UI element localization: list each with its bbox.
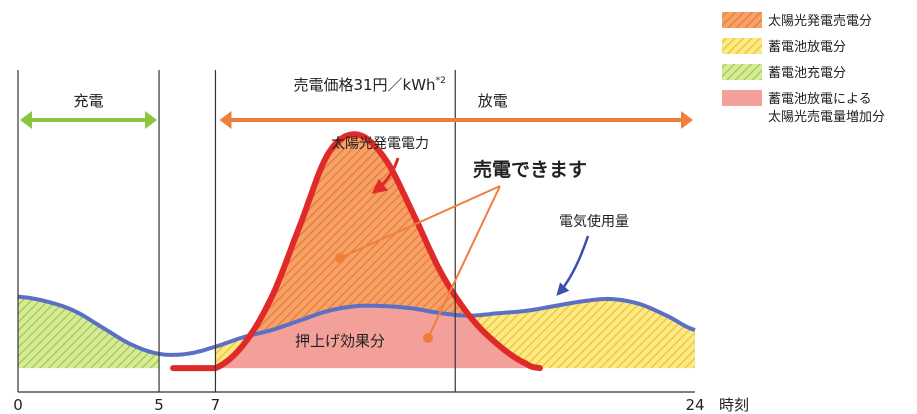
push-up-effect-area: [173, 305, 540, 369]
usage-line: [17, 294, 696, 357]
x-tick-label-1: 5: [154, 396, 164, 414]
x-tick-label-0: 0: [13, 396, 23, 414]
legend-item-3: 蓄電池放電による太陽光売電量増加分: [722, 90, 885, 125]
area-layer: [18, 134, 696, 369]
price-note: 売電価格31円／kWh*2: [293, 76, 445, 94]
legend-label-3: 蓄電池放電による太陽光売電量増加分: [768, 92, 885, 125]
solar-line: [170, 131, 543, 372]
callout-layer: [335, 157, 590, 343]
x-tick-label-2: 7: [211, 396, 221, 414]
x-axis-unit-label: 時刻: [719, 396, 749, 414]
legend-label-1: 蓄電池放電分: [768, 40, 846, 55]
discharge-period-label: 放電: [478, 92, 508, 110]
sellable-callout: [335, 185, 501, 343]
solar-label-arrow: [371, 157, 400, 194]
solar-line-label: 太陽光発電電力: [331, 136, 429, 152]
guide-layer: [17, 70, 695, 393]
push-up-effect-label: 押上げ効果分: [295, 332, 385, 350]
line-layer: [17, 131, 696, 372]
legend-swatch-2: [722, 64, 762, 80]
solar-sold-area: [250, 134, 468, 336]
charge-period-arrow: [20, 111, 158, 129]
legend-swatch-3: [722, 90, 762, 106]
legend-label-2: 蓄電池充電分: [768, 65, 846, 81]
legend-item-2: 蓄電池充電分: [722, 64, 846, 81]
usage-label-arrow: [556, 235, 590, 296]
legend-label-0: 太陽光発電売電分: [768, 13, 872, 29]
x-tick-label-3: 24: [685, 396, 704, 414]
legend-swatch-1: [722, 38, 762, 54]
legend-item-0: 太陽光発電売電分: [722, 12, 872, 29]
charge-area: [18, 296, 160, 369]
sellable-label: 売電できます: [473, 158, 587, 181]
legend-item-1: 蓄電池放電分: [722, 38, 846, 55]
discharge-period-arrow: [219, 111, 693, 129]
legend-swatch-0: [722, 12, 762, 28]
usage-line-label: 電気使用量: [559, 213, 629, 230]
charge-period-label: 充電: [74, 92, 104, 110]
